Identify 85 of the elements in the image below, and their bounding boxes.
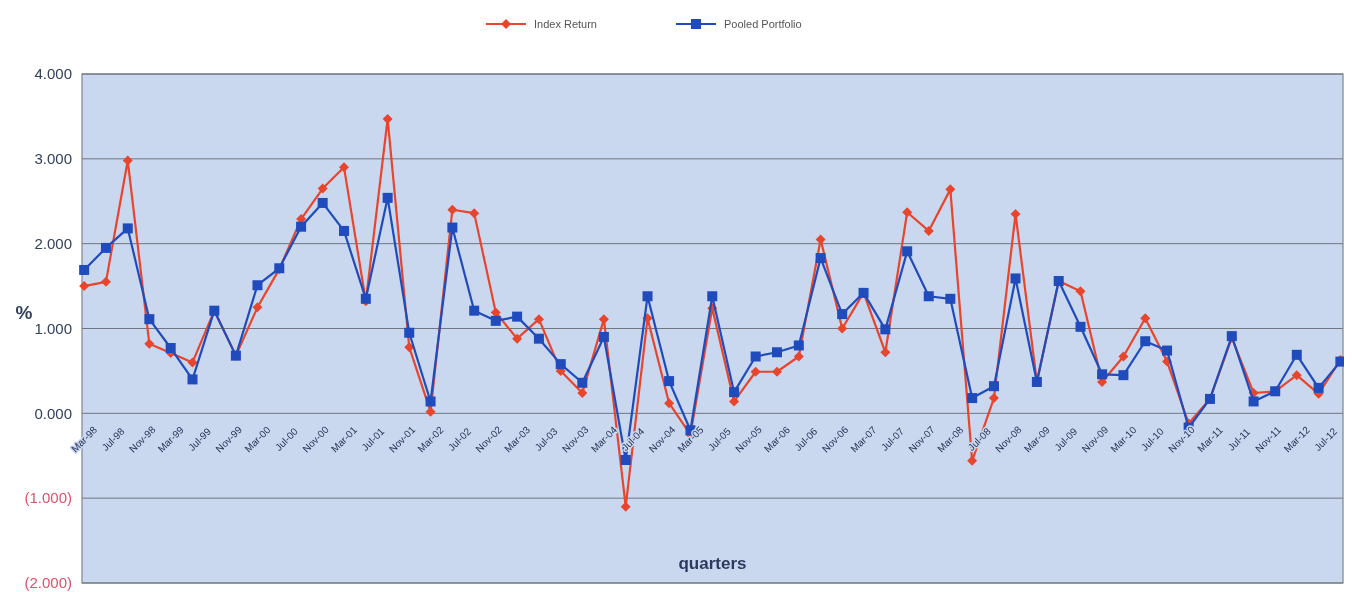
- point: [382, 113, 393, 124]
- point: [187, 357, 198, 368]
- point: [447, 222, 458, 233]
- point: [187, 374, 198, 385]
- point: [1118, 351, 1129, 362]
- point: [815, 253, 826, 264]
- point: [750, 351, 761, 362]
- y-tick-label: 4.000: [34, 65, 72, 83]
- y-tick-label: 1.000: [34, 319, 72, 337]
- point: [252, 280, 263, 291]
- point: [122, 223, 133, 234]
- point: [837, 309, 848, 320]
- point: [793, 351, 804, 362]
- point: [512, 311, 523, 322]
- point: [469, 305, 480, 316]
- point: [577, 387, 588, 398]
- point: [100, 276, 111, 287]
- legend-label: Index Return: [534, 17, 597, 30]
- y-tick-label: (2.000): [24, 574, 72, 592]
- y-tick-label: 3.000: [34, 150, 72, 168]
- point: [1291, 370, 1302, 381]
- point: [1248, 396, 1259, 407]
- point: [1097, 369, 1108, 380]
- point: [533, 314, 544, 325]
- point: [1140, 313, 1151, 324]
- point: [404, 327, 415, 338]
- point: [1010, 208, 1021, 219]
- point: [317, 197, 328, 208]
- point: [880, 324, 891, 335]
- y-tick-label: 2.000: [34, 234, 72, 252]
- point: [923, 225, 934, 236]
- point: [945, 293, 956, 304]
- point: [1291, 349, 1302, 360]
- point: [317, 183, 328, 194]
- point: [750, 366, 761, 377]
- point: [144, 338, 155, 349]
- point: [512, 333, 523, 344]
- point: [729, 387, 740, 398]
- point: [1075, 286, 1086, 297]
- point: [469, 208, 480, 219]
- point: [772, 347, 782, 358]
- y-axis-title: %: [15, 301, 33, 323]
- point: [533, 333, 544, 344]
- point: [1010, 273, 1021, 284]
- point: [664, 398, 675, 409]
- point: [555, 359, 566, 370]
- point: [339, 225, 350, 236]
- point: [945, 184, 956, 195]
- x-axis-title: quarters: [678, 554, 747, 573]
- point: [772, 366, 782, 377]
- point: [1075, 321, 1086, 332]
- point: [165, 343, 176, 354]
- point: [967, 393, 978, 404]
- y-tick-label: (1.000): [24, 489, 72, 507]
- point: [447, 204, 458, 215]
- point: [1118, 370, 1129, 381]
- point: [100, 242, 111, 253]
- point: [988, 381, 999, 392]
- point: [988, 393, 999, 404]
- point: [79, 281, 90, 292]
- point: [339, 162, 350, 173]
- point: [425, 396, 436, 407]
- point: [79, 264, 90, 275]
- point: [144, 314, 155, 325]
- legend-label: Pooled Portfolio: [724, 17, 802, 30]
- point: [902, 246, 913, 257]
- point: [296, 221, 307, 232]
- point: [1140, 336, 1151, 347]
- point: [490, 315, 501, 326]
- point: [598, 331, 609, 342]
- point: [837, 323, 848, 334]
- point: [729, 396, 740, 407]
- point: [1162, 345, 1173, 356]
- point: [252, 302, 263, 313]
- point: [923, 291, 934, 302]
- point: [793, 340, 804, 351]
- point: [577, 377, 588, 388]
- point: [382, 192, 393, 203]
- point: [707, 291, 718, 302]
- y-tick-label: 0.000: [34, 404, 72, 422]
- point: [664, 376, 675, 387]
- point: [642, 291, 653, 302]
- point: [902, 207, 913, 218]
- point: [620, 454, 631, 465]
- point: [1313, 382, 1324, 393]
